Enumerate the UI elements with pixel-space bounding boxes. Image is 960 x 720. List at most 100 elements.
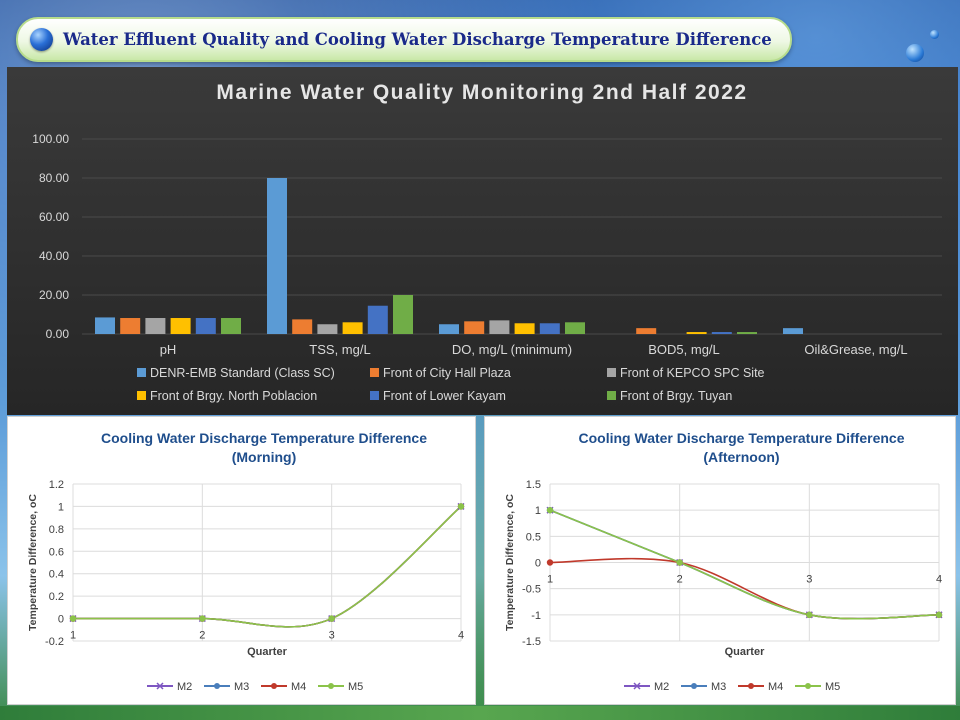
x-tick-label: 3 (806, 574, 812, 586)
legend-marker (805, 683, 811, 689)
legend-swatch (607, 391, 616, 400)
legend-marker (748, 683, 754, 689)
y-tick-label: 0.2 (49, 591, 64, 603)
legend-marker (328, 683, 334, 689)
legend-label: Front of Brgy. North Poblacion (150, 389, 317, 403)
chart-subtitle: (Morning) (232, 449, 297, 465)
legend-label: M2 (654, 681, 669, 693)
data-point (546, 506, 554, 514)
legend-label: M5 (348, 681, 363, 693)
y-tick-label: 1 (58, 501, 64, 513)
legend-label: Front of Brgy. Tuyan (620, 389, 732, 403)
y-tick-label: 1.5 (526, 479, 541, 491)
y-tick-label: 1.2 (49, 479, 64, 491)
bar (393, 295, 413, 334)
y-tick-label: 0.5 (526, 531, 541, 543)
x-tick-label: 4 (936, 574, 942, 586)
bar (783, 328, 803, 334)
series-line (73, 505, 462, 628)
data-point (457, 503, 465, 510)
data-point (199, 615, 206, 622)
series-line (549, 509, 940, 620)
blue-orb-icon (30, 28, 53, 51)
slide-title-banner: Water Effluent Quality and Cooling Water… (16, 17, 792, 62)
legend-swatch (137, 391, 146, 400)
bar (267, 178, 287, 334)
data-point (546, 559, 554, 566)
legend-swatch (370, 368, 379, 377)
data-point (806, 611, 813, 619)
legend-marker (214, 683, 220, 689)
legend-marker (691, 683, 697, 689)
x-tick-label: 1 (547, 574, 553, 586)
y-tick-label: 0 (535, 558, 541, 570)
x-tick-label: 4 (458, 630, 464, 642)
legend-label: M3 (234, 681, 249, 693)
legend-label: DENR-EMB Standard (Class SC) (150, 366, 335, 380)
y-tick-label: -1 (531, 610, 541, 622)
bar (95, 317, 115, 334)
x-axis-label: Quarter (247, 646, 287, 658)
bar (489, 320, 510, 334)
legend-label: M4 (768, 681, 783, 693)
bottom-decorative-strip (0, 706, 960, 720)
bar (195, 318, 216, 334)
data-point (328, 615, 335, 622)
legend-swatch (607, 368, 616, 377)
slide-title: Water Effluent Quality and Cooling Water… (63, 30, 772, 49)
series-line (73, 505, 462, 628)
bar (514, 323, 535, 334)
y-tick-label: 0 (58, 614, 64, 626)
x-tick-label: BOD5, mg/L (648, 342, 720, 357)
afternoon-temperature-chart-panel: Cooling Water Discharge Temperature Diff… (484, 416, 956, 705)
legend-label: M2 (177, 681, 192, 693)
bar (367, 305, 388, 334)
x-tick-label: DO, mg/L (minimum) (452, 342, 572, 357)
y-tick-label: 0.4 (49, 569, 64, 581)
bar (686, 332, 707, 334)
data-point (69, 615, 77, 622)
chart-subtitle: (Afternoon) (703, 449, 779, 465)
y-tick-label: 20.00 (39, 288, 69, 302)
bar (342, 322, 363, 334)
y-tick-label: 60.00 (39, 210, 69, 224)
y-axis-label: Temperature Difference, oC (504, 494, 516, 631)
chart-title: Marine Water Quality Monitoring 2nd Half… (216, 81, 747, 104)
legend-label: M5 (825, 681, 840, 693)
bar (636, 328, 657, 334)
x-tick-label: 1 (70, 630, 76, 642)
legend-swatch (137, 368, 146, 377)
marine-water-quality-chart-panel: Marine Water Quality Monitoring 2nd Half… (7, 67, 958, 415)
y-axis-label: Temperature Difference, oC (27, 494, 39, 631)
legend-label: Front of KEPCO SPC Site (620, 366, 765, 380)
y-tick-label: 40.00 (39, 249, 69, 263)
y-tick-label: -0.5 (522, 584, 541, 596)
chart-title: Cooling Water Discharge Temperature Diff… (101, 430, 427, 446)
y-tick-label: 1 (535, 505, 541, 517)
legend-label: M4 (291, 681, 306, 693)
marine-water-quality-bar-chart: Marine Water Quality Monitoring 2nd Half… (32, 81, 942, 403)
bar (292, 319, 313, 334)
x-tick-label: 2 (677, 574, 683, 586)
decorative-bubble (906, 44, 924, 62)
series-line (73, 505, 462, 628)
bar (170, 318, 191, 334)
bar (737, 332, 757, 334)
decorative-bubble (930, 30, 939, 39)
x-tick-label: TSS, mg/L (309, 342, 370, 357)
y-tick-label: 0.00 (46, 327, 70, 341)
bar (221, 318, 241, 334)
bar (120, 318, 141, 334)
series-line (73, 505, 462, 628)
legend-swatch (370, 391, 379, 400)
data-point (935, 611, 943, 619)
legend-marker (156, 682, 164, 690)
morning-temperature-line-chart: Cooling Water Discharge Temperature Diff… (27, 430, 465, 693)
y-tick-label: 80.00 (39, 171, 69, 185)
legend-marker (633, 682, 641, 690)
x-tick-label: 3 (329, 630, 335, 642)
legend-marker (271, 683, 277, 689)
x-tick-label: pH (160, 342, 177, 357)
series-line (549, 509, 940, 620)
bar (317, 324, 338, 334)
